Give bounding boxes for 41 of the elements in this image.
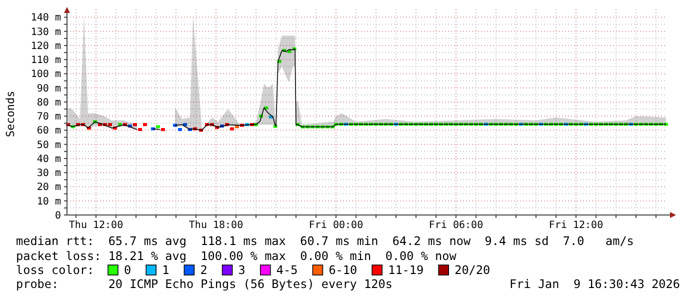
x-tick-label: Fri 06:00	[428, 220, 484, 231]
x-tick-label: Thu 12:00	[68, 220, 124, 231]
y-axis-title: Seconds	[4, 90, 17, 138]
text: median rtt: 65.7 ms avg 118.1 ms max 60.7 ms min 64.2 ms now 9.4 ms sd 7.0 am/s	[16, 234, 634, 248]
y-tick-label: 40 m	[36, 154, 61, 165]
y-tick-label: 60 m	[36, 126, 61, 137]
y-tick-label: 50 m	[36, 140, 61, 151]
text: packet loss: 18.21 % avg 100.00 % max 0.00 % min 0.00 % now	[16, 249, 458, 263]
x-tick-label: Fri 12:00	[548, 220, 604, 231]
legend-label: 4-5	[276, 263, 298, 277]
legend-label: 2	[200, 263, 208, 277]
text: probe: 20 ICMP Echo Pings (56 Bytes) every 120s	[16, 277, 392, 291]
y-tick-label: 20 m	[36, 182, 61, 194]
y-tick-label: 100 m	[30, 69, 61, 80]
y-tick-label: 110 m	[30, 55, 61, 66]
y-tick-label: 0	[54, 210, 61, 222]
legend-label: 1	[162, 263, 170, 277]
y-tick-label: 130 m	[30, 26, 61, 38]
point	[133, 123, 137, 126]
y-tick-label: 70 m	[36, 112, 61, 123]
point	[230, 127, 234, 130]
legend-label: 20/20	[454, 263, 490, 277]
point	[178, 128, 182, 132]
legend-title: loss color:	[16, 263, 94, 277]
y-tick-label: 120 m	[30, 40, 61, 52]
point	[143, 123, 147, 126]
legend-label: 3	[238, 263, 246, 277]
legend-label: 0	[124, 263, 132, 277]
y-tick-label: 30 m	[36, 168, 61, 180]
y-tick-label: 140 m	[30, 12, 61, 24]
point	[138, 128, 142, 132]
y-tick-label: 90 m	[36, 83, 61, 94]
y-tick-label: 80 m	[36, 97, 61, 108]
point	[108, 123, 112, 126]
legend-label: 6-10	[328, 263, 358, 277]
y-tick-label: 10 m	[36, 196, 61, 208]
x-tick-label: Fri 00:00	[308, 220, 364, 231]
x-tick-label: Thu 18:00	[188, 220, 244, 231]
point	[161, 128, 165, 132]
legend-label: 11-19	[388, 263, 424, 277]
text: Fri Jan 9 16:30:43 2026	[510, 277, 680, 291]
